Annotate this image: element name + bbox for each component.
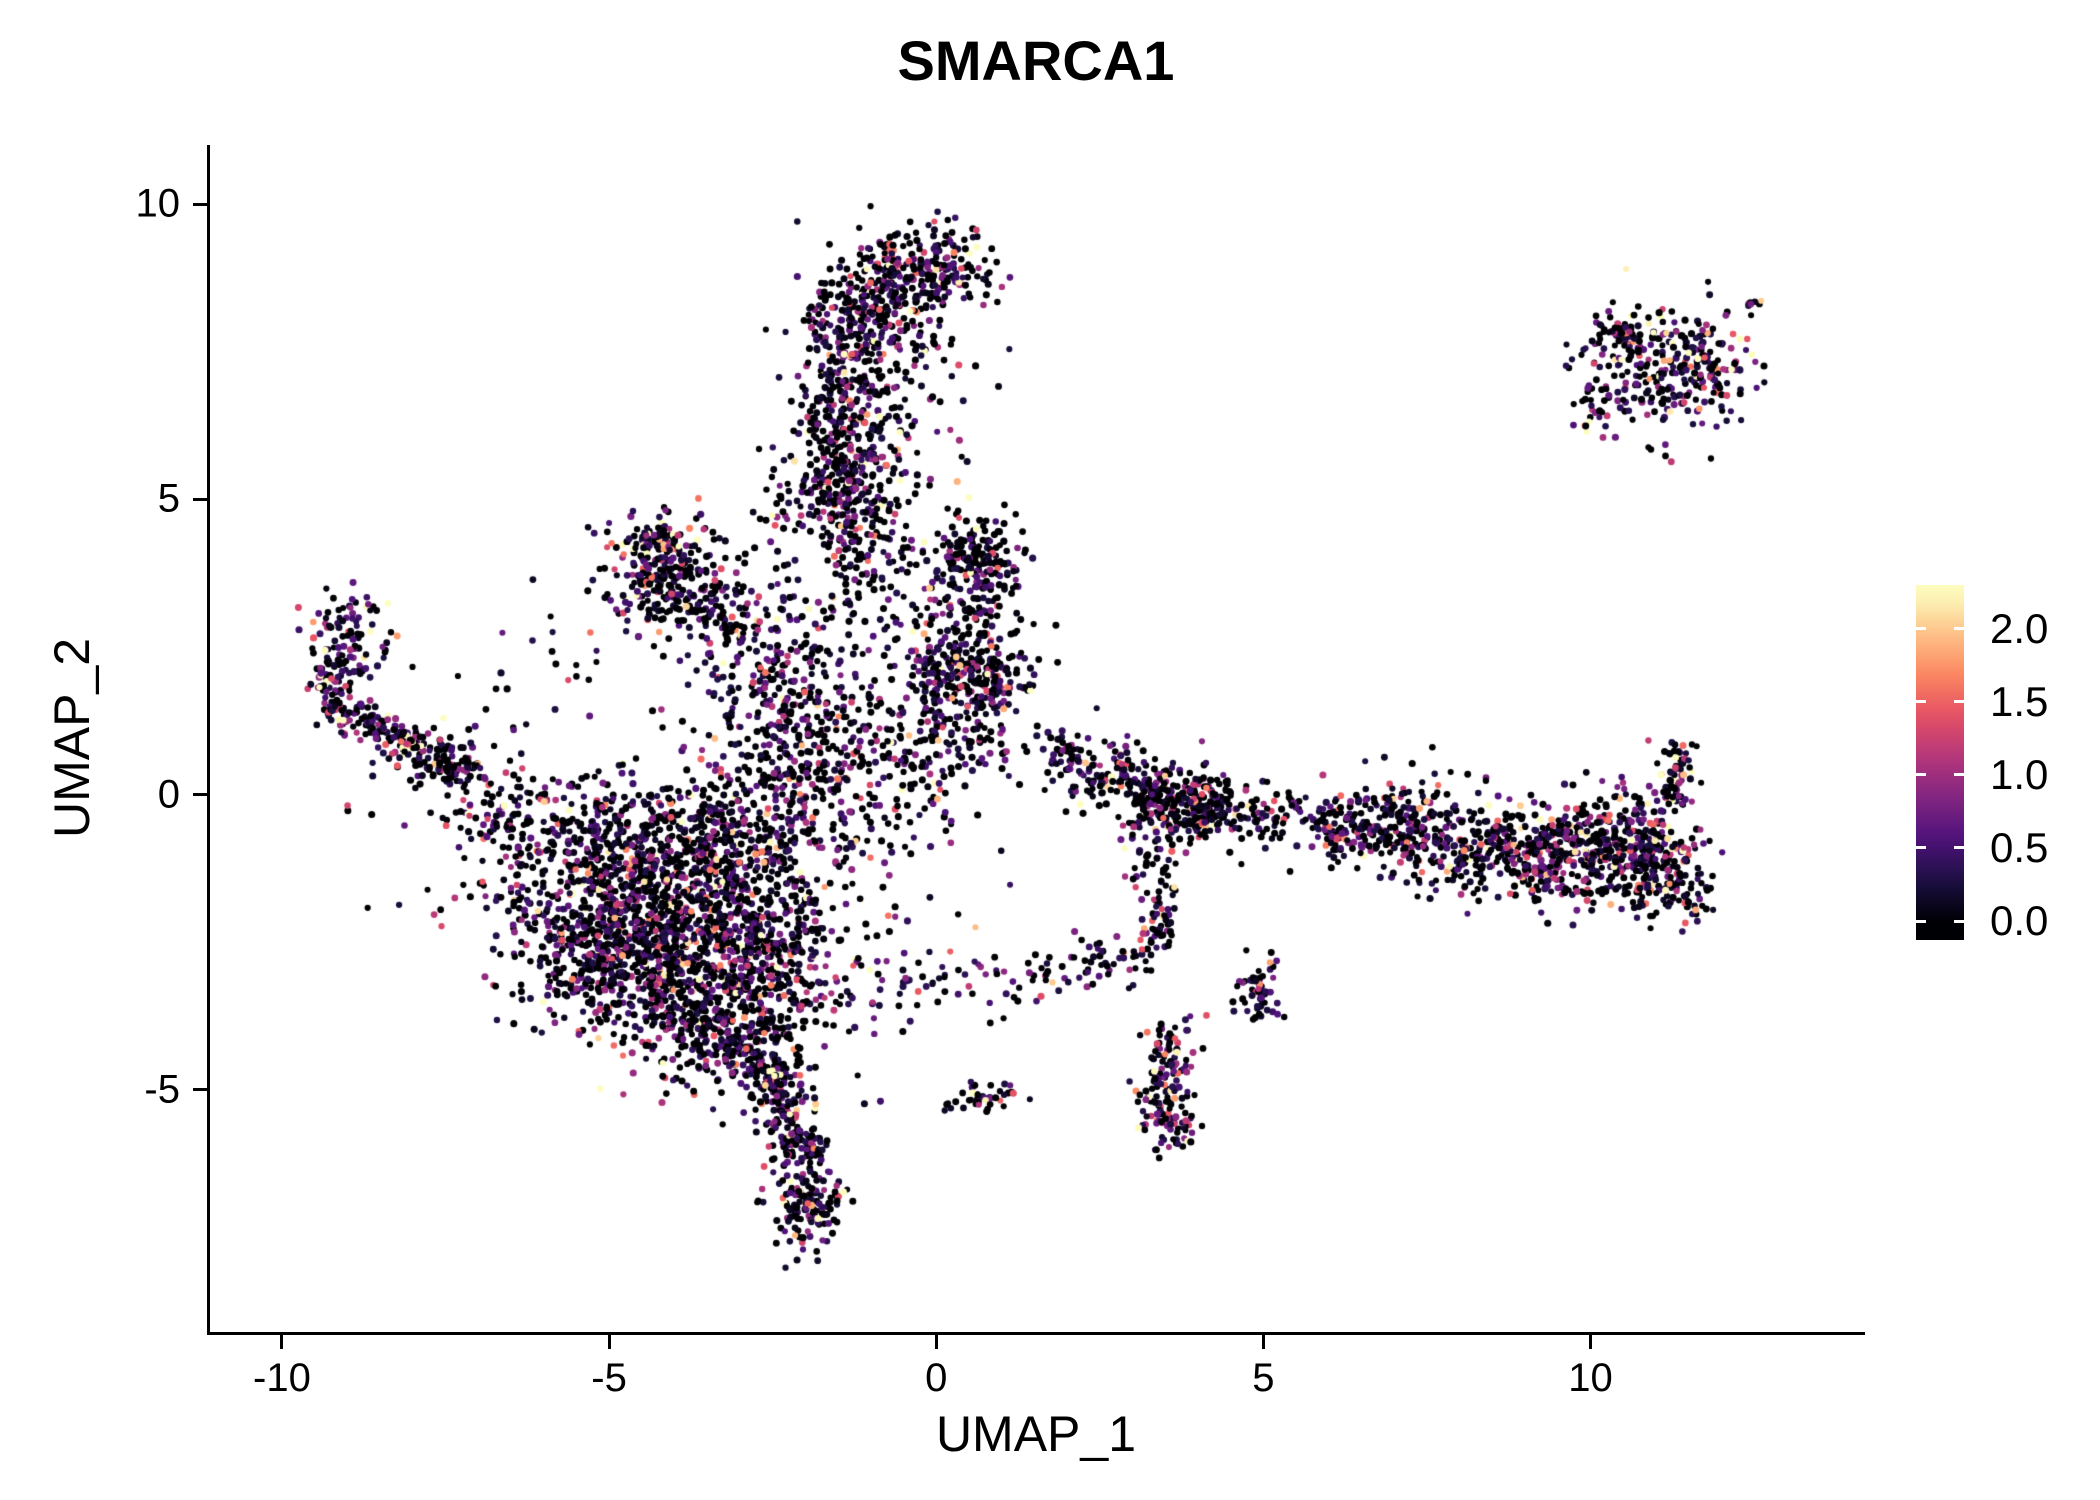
y-tick-mark [193,497,207,501]
colorbar-gradient [1916,585,1964,940]
y-tick-mark [193,202,207,206]
x-tick-mark [1588,1335,1592,1349]
y-tick-label: 0 [157,772,180,817]
colorbar-tick-mark [1954,846,1964,850]
colorbar-tick-mark [1954,700,1964,704]
colorbar-tick-mark [1916,627,1926,631]
y-tick-label: 5 [157,476,180,521]
colorbar-tick-mark [1916,919,1926,923]
x-tick-label: 0 [925,1356,948,1400]
colorbar-tick-label: 0.0 [1990,897,2049,944]
x-tick-mark [1261,1335,1265,1349]
colorbar-tick-mark [1916,700,1926,704]
x-tick-label: 10 [1568,1356,1613,1400]
colorbar-tick-mark [1954,627,1964,631]
colorbar-tick-mark [1916,773,1926,777]
x-tick-mark [280,1335,284,1349]
y-tick-label: -5 [144,1067,180,1112]
colorbar-tick-label: 1.0 [1990,750,2049,798]
x-tick-label: 5 [1252,1356,1275,1400]
x-tick-mark [934,1335,938,1349]
colorbar-tick-label: 1.5 [1990,677,2049,725]
x-axis-title: UMAP_1 [935,1406,1137,1462]
y-tick-mark [193,793,207,797]
x-tick-mark [607,1335,611,1349]
colorbar-tick-label: 2.0 [1990,604,2049,652]
x-axis-line [207,1332,1865,1335]
x-tick-label: -5 [591,1356,627,1400]
y-tick-mark [193,1088,207,1092]
colorbar-tick-mark [1954,773,1964,777]
colorbar-tick-mark [1954,919,1964,923]
colorbar-tick-label: 0.5 [1990,823,2049,871]
y-axis-line [207,145,210,1335]
y-tick-label: 10 [135,181,181,226]
plot-title: SMARCA1 [897,29,1175,92]
colorbar-tick-mark [1916,846,1926,850]
x-tick-label: -10 [253,1356,311,1400]
